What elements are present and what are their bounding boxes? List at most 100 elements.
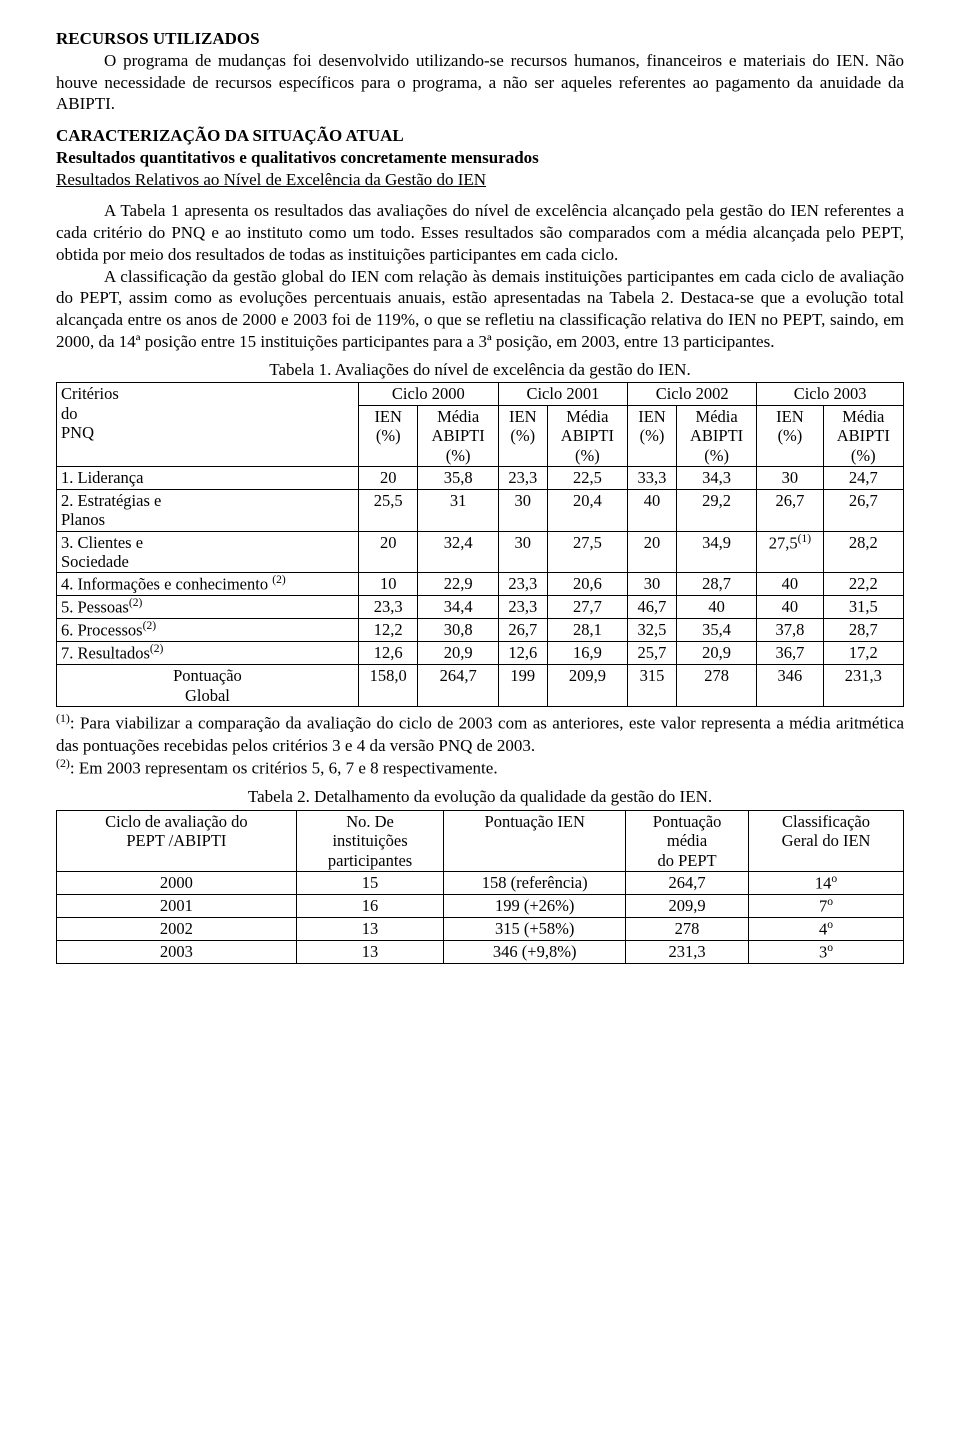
- t1-cell: 36,7: [757, 642, 823, 665]
- t1-cell: 23,3: [498, 573, 547, 596]
- t1-cell: 34,4: [418, 596, 498, 619]
- note1-text: : Para viabilizar a comparação da avalia…: [56, 714, 904, 755]
- t1-cell: 231,3: [823, 665, 903, 707]
- table-row: 7. Resultados(2)12,620,912,616,925,720,9…: [57, 642, 904, 665]
- t2-cell: 13: [296, 917, 444, 940]
- t1-cell: 37,8: [757, 619, 823, 642]
- t2-cell: 13: [296, 940, 444, 963]
- t1-cell: 28,7: [823, 619, 903, 642]
- table1-note2: (2): Em 2003 representam os critérios 5,…: [56, 756, 904, 779]
- table1-firstcol-header: Critérios do PNQ: [57, 383, 359, 467]
- t2-rank-cell: 4o: [749, 917, 904, 940]
- t1-cell: 26,7: [498, 619, 547, 642]
- t1-rowlabel: 4. Informações e conhecimento (2): [57, 573, 359, 596]
- t1-cell: 40: [757, 573, 823, 596]
- t2-rank-cell: 14o: [749, 872, 904, 895]
- t1-cell: 16,9: [547, 642, 627, 665]
- t2-rank-cell: 7o: [749, 894, 904, 917]
- t2-cell: 2002: [57, 917, 297, 940]
- t2-cell: 2003: [57, 940, 297, 963]
- table-row: 200116199 (+26%)209,97o: [57, 894, 904, 917]
- t1-sub-2b: MédiaABIPTI(%): [676, 405, 756, 466]
- t1-sub-1a: IEN(%): [498, 405, 547, 466]
- t1-cell: 28,2: [823, 531, 903, 573]
- table2-header-row: Ciclo de avaliação doPEPT /ABIPTI No. De…: [57, 810, 904, 871]
- t2-cell: 16: [296, 894, 444, 917]
- t1-cycle-1: Ciclo 2001: [498, 383, 627, 405]
- table-row: 200313346 (+9,8%)231,33o: [57, 940, 904, 963]
- t1-cell: 22,2: [823, 573, 903, 596]
- t2-cell: 2001: [57, 894, 297, 917]
- t1-cell: 32,4: [418, 531, 498, 573]
- t1-cell: 30: [628, 573, 677, 596]
- t1-cell: 27,5: [547, 531, 627, 573]
- t1-cell: 30,8: [418, 619, 498, 642]
- t2-cell: 15: [296, 872, 444, 895]
- table-row: PontuaçãoGlobal158,0264,7199209,93152783…: [57, 665, 904, 707]
- caracterizacao-title: CARACTERIZAÇÃO DA SITUAÇÃO ATUAL: [56, 125, 904, 147]
- caracterizacao-para1: A Tabela 1 apresenta os resultados das a…: [56, 200, 904, 265]
- t1-cell: 264,7: [418, 665, 498, 707]
- t1-cell: 20,9: [418, 642, 498, 665]
- note1-sup: (1): [56, 711, 70, 725]
- t1-cell: 23,3: [358, 596, 418, 619]
- t2-rank-cell: 3o: [749, 940, 904, 963]
- t1-cell: 278: [676, 665, 756, 707]
- spacer: [56, 115, 904, 125]
- t1-cell: 23,3: [498, 467, 547, 489]
- section-recursos: RECURSOS UTILIZADOS: [56, 28, 904, 50]
- t1-cycle-3: Ciclo 2003: [757, 383, 904, 405]
- table-row: 2. Estratégias ePlanos25,5313020,44029,2…: [57, 489, 904, 531]
- t2-cell: 231,3: [626, 940, 749, 963]
- note2-sup: (2): [56, 756, 70, 770]
- t2-cell: 199 (+26%): [444, 894, 626, 917]
- t2-cell: 158 (referência): [444, 872, 626, 895]
- page: RECURSOS UTILIZADOS O programa de mudanç…: [0, 0, 960, 1008]
- t1-cell: 24,7: [823, 467, 903, 489]
- t2-h2: Pontuação IEN: [444, 810, 626, 871]
- t1-cell: 40: [676, 596, 756, 619]
- t1-sub-3a: IEN(%): [757, 405, 823, 466]
- t1-rowlabel: 5. Pessoas(2): [57, 596, 359, 619]
- t2-h3: Pontuaçãomédiado PEPT: [626, 810, 749, 871]
- t1-cell: 20: [628, 531, 677, 573]
- table1-note1: (1): Para viabilizar a comparação da ava…: [56, 711, 904, 756]
- t1-h-line3: PNQ: [61, 423, 94, 442]
- t1-cell: 35,8: [418, 467, 498, 489]
- t1-cell: 40: [628, 489, 677, 531]
- t1-cell: 22,9: [418, 573, 498, 596]
- table1-header-row1: Critérios do PNQ Ciclo 2000 Ciclo 2001 C…: [57, 383, 904, 405]
- table-row: 5. Pessoas(2)23,334,423,327,746,7404031,…: [57, 596, 904, 619]
- t1-cell: 199: [498, 665, 547, 707]
- t1-cell: 20,6: [547, 573, 627, 596]
- t1-rowlabel: 7. Resultados(2): [57, 642, 359, 665]
- table2: Ciclo de avaliação doPEPT /ABIPTI No. De…: [56, 810, 904, 964]
- table-row: 200015158 (referência)264,714o: [57, 872, 904, 895]
- t1-cell: 315: [628, 665, 677, 707]
- table-row: 3. Clientes eSociedade2032,43027,52034,9…: [57, 531, 904, 573]
- t1-cell: 31,5: [823, 596, 903, 619]
- t1-cell: 17,2: [823, 642, 903, 665]
- section-caracterizacao: CARACTERIZAÇÃO DA SITUAÇÃO ATUAL Resulta…: [56, 125, 904, 190]
- table-row: 4. Informações e conhecimento (2)1022,92…: [57, 573, 904, 596]
- t1-cell: 20,4: [547, 489, 627, 531]
- t1-cell: 20,9: [676, 642, 756, 665]
- t1-cell: 40: [757, 596, 823, 619]
- table1: Critérios do PNQ Ciclo 2000 Ciclo 2001 C…: [56, 382, 904, 707]
- t1-cell: 25,5: [358, 489, 418, 531]
- t1-h-line1: Critérios: [61, 384, 119, 403]
- table-row: 1. Liderança2035,823,322,533,334,33024,7: [57, 467, 904, 489]
- t1-cell: 34,9: [676, 531, 756, 573]
- t1-cycle-2: Ciclo 2002: [628, 383, 757, 405]
- table2-caption: Tabela 2. Detalhamento da evolução da qu…: [56, 786, 904, 808]
- t1-rowlabel: 2. Estratégias ePlanos: [57, 489, 359, 531]
- t1-sub-0b: MédiaABIPTI(%): [418, 405, 498, 466]
- t1-cell: 12,6: [358, 642, 418, 665]
- t1-cell: 28,1: [547, 619, 627, 642]
- t1-sub-2a: IEN(%): [628, 405, 677, 466]
- t1-cell: 29,2: [676, 489, 756, 531]
- t1-cell: 46,7: [628, 596, 677, 619]
- t1-cell: 32,5: [628, 619, 677, 642]
- t1-cell: 20: [358, 531, 418, 573]
- t1-rowlabel: PontuaçãoGlobal: [57, 665, 359, 707]
